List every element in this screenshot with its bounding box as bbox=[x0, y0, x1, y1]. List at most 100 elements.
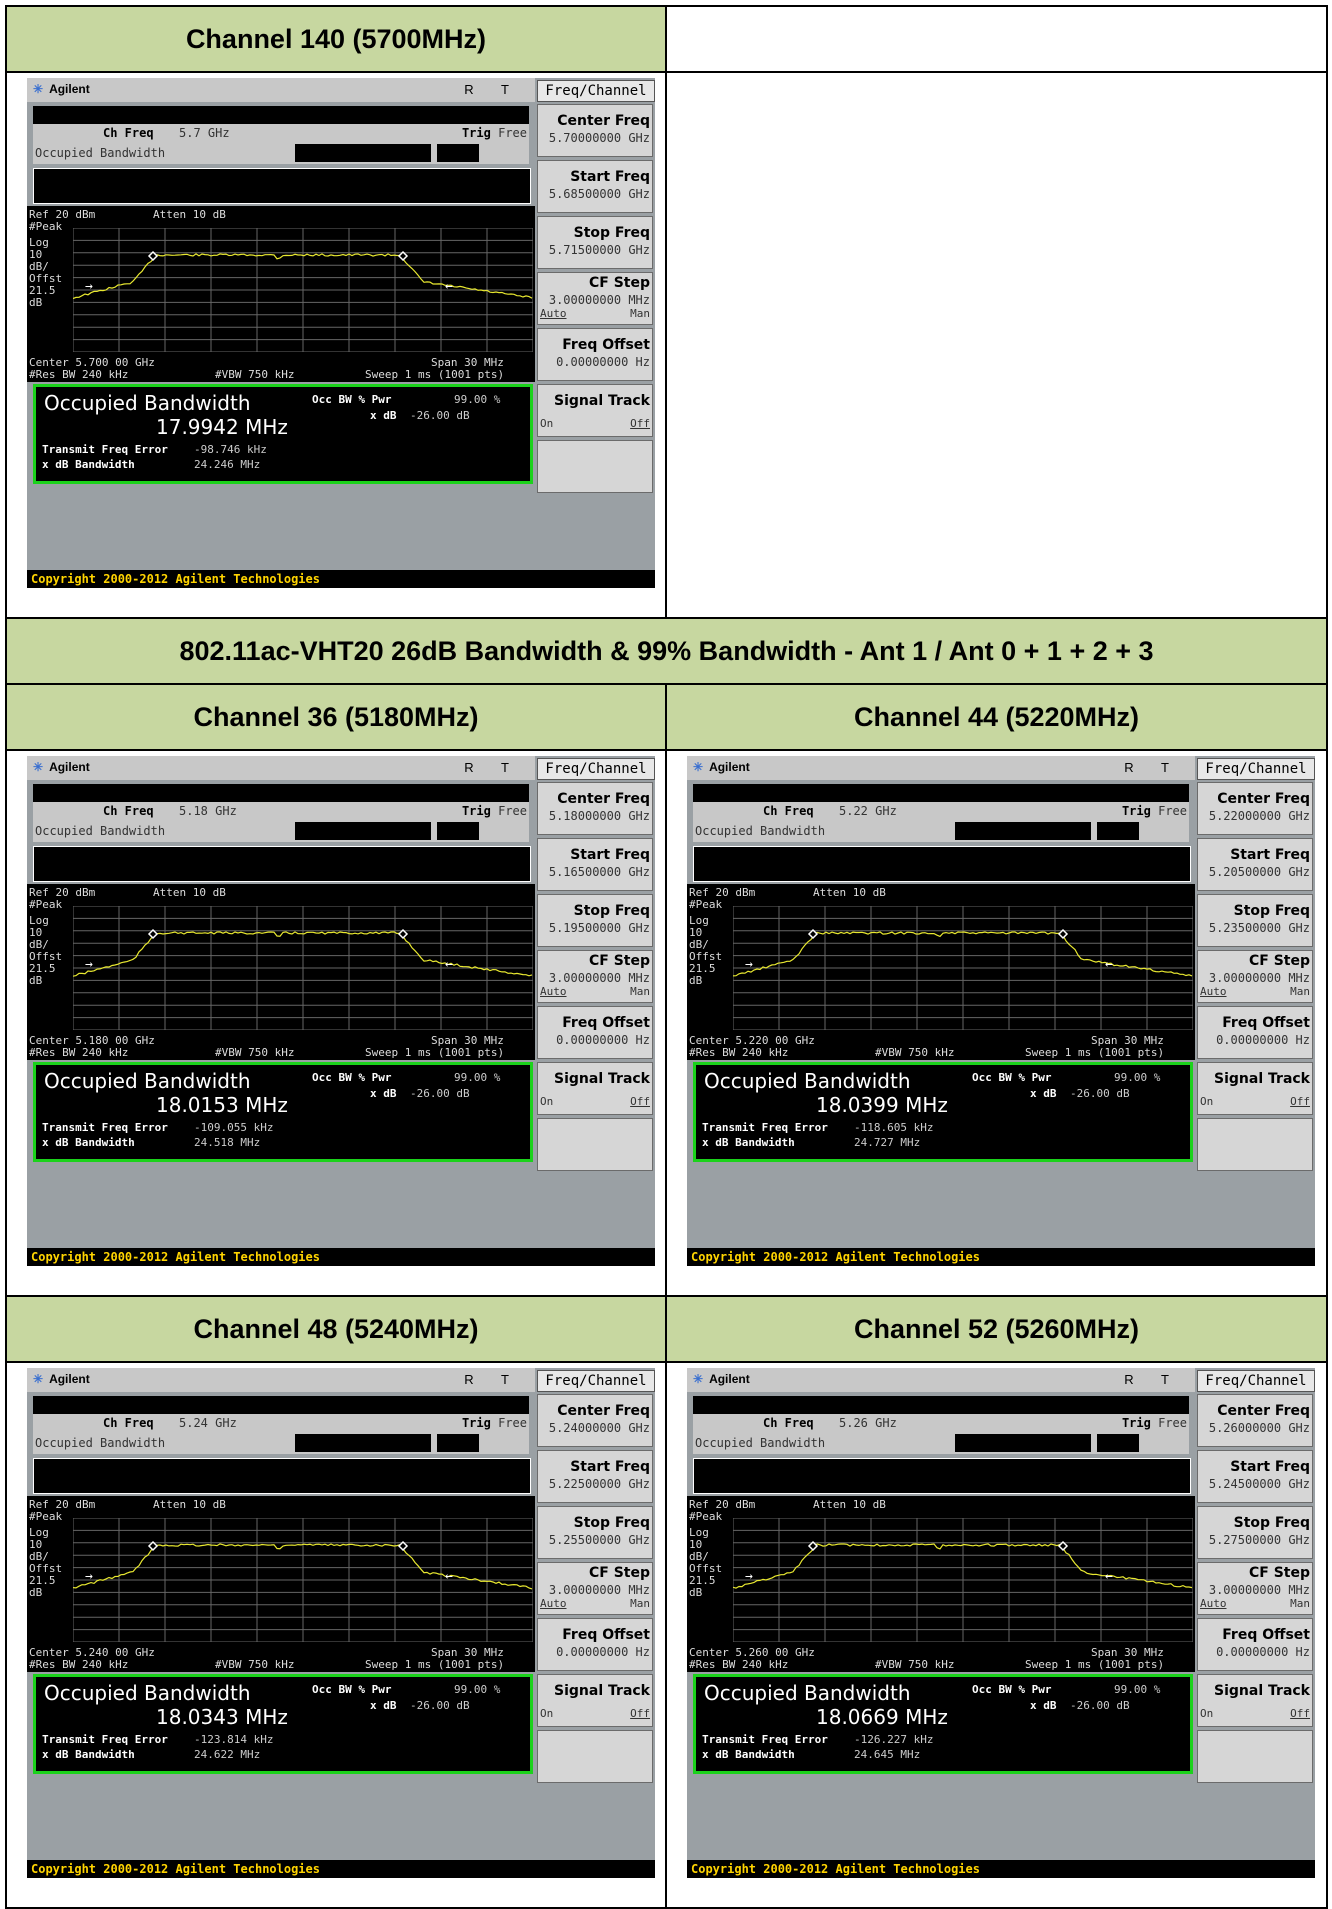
y-label: 21.5 bbox=[29, 1574, 56, 1587]
freq-offset-softkey[interactable]: Freq Offset 0.00000000 Hz bbox=[1197, 1006, 1313, 1059]
agilent-logo: ✳ Agilent bbox=[33, 1372, 90, 1386]
tfe-label: Transmit Freq Error bbox=[702, 1733, 828, 1746]
occ-pwr-value: 99.00 % bbox=[454, 1071, 501, 1084]
y-label: Offst bbox=[689, 1562, 723, 1575]
y-label: dB bbox=[29, 974, 43, 987]
cf-step-softkey[interactable]: CF Step 3.00000000 MHz Auto Man bbox=[537, 1562, 653, 1615]
marker-left bbox=[807, 928, 819, 940]
start-freq-softkey[interactable]: Start Freq 5.24500000 GHz bbox=[1197, 1450, 1313, 1503]
y-label: dB bbox=[29, 1586, 43, 1599]
cf-step-softkey[interactable]: CF Step 3.00000000 MHz Auto Man bbox=[1197, 950, 1313, 1003]
result-box: Occupied Bandwidth 18.0399 MHz Occ BW % … bbox=[693, 1062, 1193, 1162]
occupied-bandwidth-value: 18.0669 MHz bbox=[816, 1705, 948, 1729]
mode-label: Occupied Bandwidth bbox=[35, 1436, 166, 1450]
result-title: Occupied Bandwidth bbox=[44, 1681, 251, 1705]
center-freq-softkey[interactable]: Center Freq 5.24000000 GHz bbox=[537, 1394, 653, 1447]
cf-step-softkey[interactable]: CF Step 3.00000000 MHz Auto Man bbox=[1197, 1562, 1313, 1615]
signal-track-softkey[interactable]: Signal Track On Off bbox=[1197, 1062, 1313, 1115]
attenuation: Atten 10 dB bbox=[153, 886, 226, 899]
occupied-bandwidth-value: 18.0399 MHz bbox=[816, 1093, 948, 1117]
result-title: Occupied Bandwidth bbox=[44, 1069, 251, 1093]
spectrum-trace bbox=[73, 931, 533, 977]
stop-freq-softkey[interactable]: Stop Freq 5.71500000 GHz bbox=[537, 216, 653, 269]
xbw-label: x dB Bandwidth bbox=[702, 1748, 795, 1761]
blank-softkey[interactable] bbox=[537, 1118, 653, 1171]
panel-header-ch140: Channel 140 (5700MHz) bbox=[5, 5, 667, 73]
agilent-logo: ✳ Agilent bbox=[693, 760, 750, 774]
xdb-value: -26.00 dB bbox=[410, 409, 470, 422]
blank-softkey[interactable] bbox=[1197, 1118, 1313, 1171]
center-freq-softkey[interactable]: Center Freq 5.70000000 GHz bbox=[537, 104, 653, 157]
signal-track-softkey[interactable]: Signal Track On Off bbox=[537, 384, 653, 437]
result-title: Occupied Bandwidth bbox=[704, 1069, 911, 1093]
xdb-value: -26.00 dB bbox=[1070, 1087, 1130, 1100]
y-label: dB bbox=[689, 974, 703, 987]
spectrum-trace bbox=[733, 1543, 1193, 1589]
tfe-value: -123.814 kHz bbox=[194, 1733, 274, 1746]
sun-icon: ✳ bbox=[693, 1372, 704, 1386]
signal-track-softkey[interactable]: Signal Track On Off bbox=[537, 1062, 653, 1115]
marker-left bbox=[147, 1540, 159, 1552]
arrow-right-icon: ← bbox=[445, 1569, 453, 1584]
stop-freq-softkey[interactable]: Stop Freq 5.25500000 GHz bbox=[537, 1506, 653, 1559]
xdb-label: x dB bbox=[370, 409, 397, 422]
freq-offset-softkey[interactable]: Freq Offset 0.00000000 Hz bbox=[537, 328, 653, 381]
blank-softkey[interactable] bbox=[1197, 1730, 1313, 1783]
attenuation: Atten 10 dB bbox=[153, 1498, 226, 1511]
panel-header-ch44: Channel 44 (5220MHz) bbox=[665, 683, 1328, 751]
message-area bbox=[33, 846, 531, 882]
span-label: Span 30 MHz bbox=[1091, 1034, 1164, 1047]
status-box bbox=[295, 822, 431, 840]
start-freq-softkey[interactable]: Start Freq 5.22500000 GHz bbox=[537, 1450, 653, 1503]
cf-step-softkey[interactable]: CF Step 3.00000000 MHz Auto Man bbox=[537, 950, 653, 1003]
measurement-info: Ch Freq 5.18 GHz Trig Free Occupied Band… bbox=[33, 802, 529, 842]
center-freq-softkey[interactable]: Center Freq 5.22000000 GHz bbox=[1197, 782, 1313, 835]
result-box: Occupied Bandwidth 17.9942 MHz Occ BW % … bbox=[33, 384, 533, 484]
y-label: #Peak bbox=[689, 1510, 723, 1523]
panel-cell: ✳ Agilent R T Freq/Channel Ch Freq 5.24 G… bbox=[5, 1361, 667, 1909]
y-label: 21.5 bbox=[29, 284, 56, 297]
freq-offset-softkey[interactable]: Freq Offset 0.00000000 Hz bbox=[1197, 1618, 1313, 1671]
graticule bbox=[73, 906, 533, 1030]
marker-left bbox=[147, 250, 159, 262]
status-box bbox=[955, 822, 1091, 840]
blank-softkey[interactable] bbox=[537, 1730, 653, 1783]
y-label: 21.5 bbox=[689, 962, 716, 975]
sweep-label: Sweep 1 ms (1001 pts) bbox=[365, 368, 505, 381]
stop-freq-softkey[interactable]: Stop Freq 5.19500000 GHz bbox=[537, 894, 653, 947]
start-freq-softkey[interactable]: Start Freq 5.68500000 GHz bbox=[537, 160, 653, 213]
panel-cell: ✳ Agilent R T Freq/Channel Ch Freq 5.22 G… bbox=[665, 749, 1328, 1297]
freq-offset-softkey[interactable]: Freq Offset 0.00000000 Hz bbox=[537, 1006, 653, 1059]
signal-track-softkey[interactable]: Signal Track On Off bbox=[537, 1674, 653, 1727]
span-label: Span 30 MHz bbox=[431, 356, 504, 369]
start-freq-softkey[interactable]: Start Freq 5.16500000 GHz bbox=[537, 838, 653, 891]
arrow-right-icon: ← bbox=[1105, 1569, 1113, 1584]
center-freq-softkey[interactable]: Center Freq 5.18000000 GHz bbox=[537, 782, 653, 835]
y-label: Log bbox=[29, 914, 49, 927]
occ-pwr-label: Occ BW % Pwr bbox=[312, 1071, 392, 1084]
freq-offset-softkey[interactable]: Freq Offset 0.00000000 Hz bbox=[537, 1618, 653, 1671]
occ-pwr-label: Occ BW % Pwr bbox=[312, 1683, 392, 1696]
tfe-value: -98.746 kHz bbox=[194, 443, 267, 456]
stop-freq-softkey[interactable]: Stop Freq 5.27500000 GHz bbox=[1197, 1506, 1313, 1559]
tfe-value: -126.227 kHz bbox=[854, 1733, 934, 1746]
trig-status: Trig Free bbox=[461, 804, 527, 818]
panel-cell: ✳ Agilent R T Freq/Channel Ch Freq 5.18 G… bbox=[5, 749, 667, 1297]
stop-freq-softkey[interactable]: Stop Freq 5.23500000 GHz bbox=[1197, 894, 1313, 947]
ref-level: Ref 20 dBm bbox=[29, 886, 96, 899]
blank-softkey[interactable] bbox=[537, 440, 653, 493]
copyright: Copyright 2000-2012 Agilent Technologies bbox=[687, 1860, 1315, 1878]
center-freq-softkey[interactable]: Center Freq 5.26000000 GHz bbox=[1197, 1394, 1313, 1447]
analyzer-screenshot: ✳ Agilent R T Freq/Channel Ch Freq 5.24 G… bbox=[27, 1368, 655, 1878]
arrow-right-icon: ← bbox=[1105, 957, 1113, 972]
marker-right bbox=[1057, 928, 1069, 940]
res-bw-label: #Res BW 240 kHz bbox=[689, 1046, 789, 1059]
xbw-label: x dB Bandwidth bbox=[42, 1748, 135, 1761]
start-freq-softkey[interactable]: Start Freq 5.20500000 GHz bbox=[1197, 838, 1313, 891]
signal-track-softkey[interactable]: Signal Track On Off bbox=[1197, 1674, 1313, 1727]
status-box bbox=[437, 822, 479, 840]
message-bar bbox=[33, 106, 529, 124]
menu-title: Freq/Channel bbox=[1197, 758, 1315, 780]
cf-step-softkey[interactable]: CF Step 3.00000000 MHz Auto Man bbox=[537, 272, 653, 325]
y-label: dB/ bbox=[689, 938, 709, 951]
